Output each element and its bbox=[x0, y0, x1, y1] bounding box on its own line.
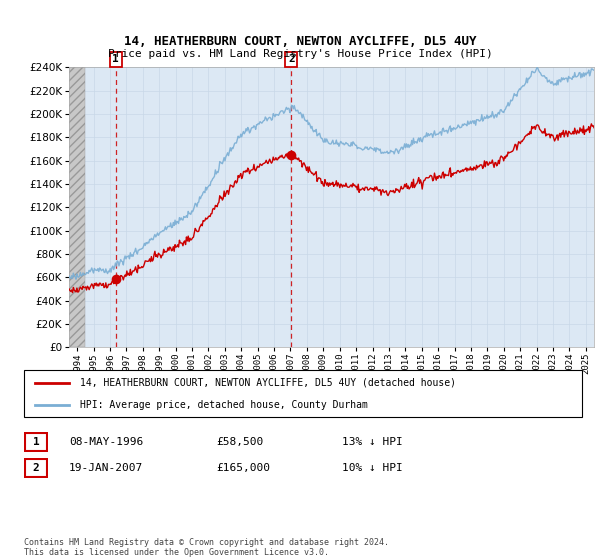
Text: 08-MAY-1996: 08-MAY-1996 bbox=[69, 437, 143, 447]
Text: 13% ↓ HPI: 13% ↓ HPI bbox=[342, 437, 403, 447]
FancyBboxPatch shape bbox=[24, 370, 582, 417]
Text: 1: 1 bbox=[32, 437, 40, 447]
Text: 10% ↓ HPI: 10% ↓ HPI bbox=[342, 463, 403, 473]
Text: HPI: Average price, detached house, County Durham: HPI: Average price, detached house, Coun… bbox=[80, 400, 368, 410]
Bar bbox=[69, 67, 85, 347]
Text: £165,000: £165,000 bbox=[216, 463, 270, 473]
Text: 19-JAN-2007: 19-JAN-2007 bbox=[69, 463, 143, 473]
Text: 1: 1 bbox=[112, 54, 119, 64]
Text: 2: 2 bbox=[32, 463, 40, 473]
Text: Contains HM Land Registry data © Crown copyright and database right 2024.
This d: Contains HM Land Registry data © Crown c… bbox=[24, 538, 389, 557]
Text: 14, HEATHERBURN COURT, NEWTON AYCLIFFE, DL5 4UY (detached house): 14, HEATHERBURN COURT, NEWTON AYCLIFFE, … bbox=[80, 378, 456, 388]
Text: £58,500: £58,500 bbox=[216, 437, 263, 447]
Text: Price paid vs. HM Land Registry's House Price Index (HPI): Price paid vs. HM Land Registry's House … bbox=[107, 49, 493, 59]
Text: 14, HEATHERBURN COURT, NEWTON AYCLIFFE, DL5 4UY: 14, HEATHERBURN COURT, NEWTON AYCLIFFE, … bbox=[124, 35, 476, 48]
FancyBboxPatch shape bbox=[25, 459, 47, 477]
FancyBboxPatch shape bbox=[25, 433, 47, 451]
Text: 2: 2 bbox=[288, 54, 295, 64]
